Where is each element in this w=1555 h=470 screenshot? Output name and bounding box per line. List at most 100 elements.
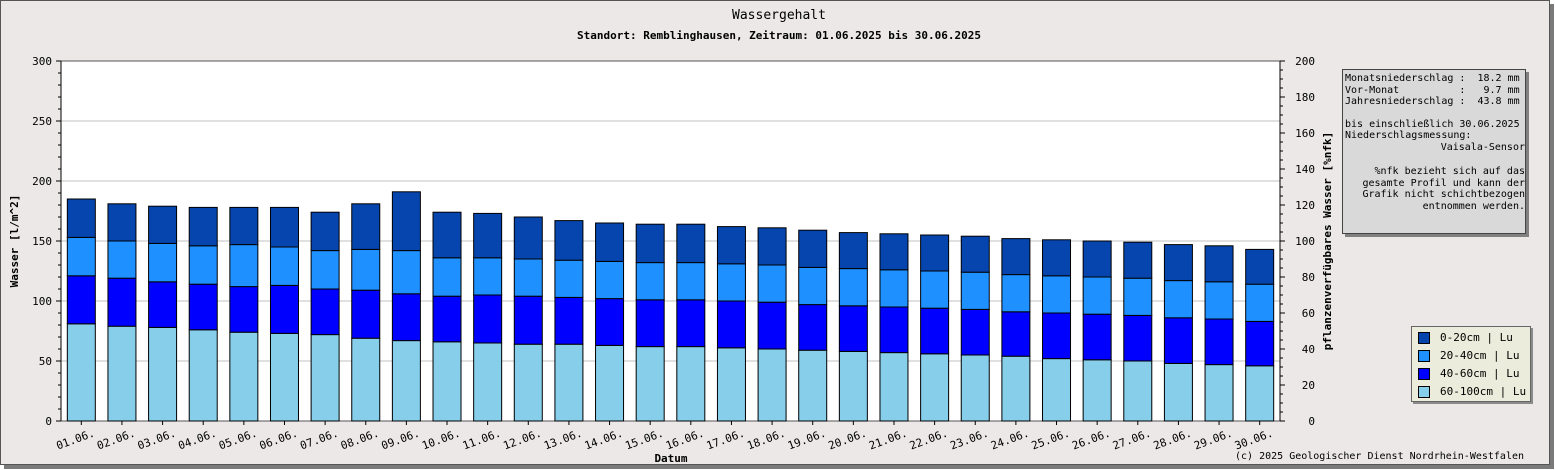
bar-segment — [595, 298, 625, 346]
x-tick-label: 13.06. — [542, 427, 584, 453]
bar-segment — [838, 232, 868, 270]
bar-segment — [757, 264, 787, 303]
bar-segment — [838, 350, 868, 422]
y-tick-label-right: 140 — [1295, 163, 1315, 176]
bar-segment — [554, 296, 584, 345]
bar-segment — [66, 198, 96, 238]
bar-segment — [879, 306, 909, 354]
bar-segment — [554, 220, 584, 261]
x-tick-label: 05.06. — [217, 427, 259, 453]
bar-segment — [920, 353, 950, 422]
bar-segment — [391, 191, 421, 252]
bar-segment — [432, 257, 462, 297]
x-tick-label: 24.06. — [989, 427, 1031, 453]
legend-swatch — [1418, 350, 1430, 362]
bar-segment — [960, 271, 990, 310]
bar-segment — [229, 286, 259, 333]
bar-segment — [66, 236, 96, 277]
x-tick-label: 09.06. — [380, 427, 422, 453]
bar-segment — [920, 307, 950, 355]
info-sensor: Vaisala-Sensor — [1440, 141, 1525, 153]
bar-segment — [310, 250, 340, 290]
x-tick-label: 18.06. — [745, 427, 787, 453]
x-tick-label: 15.06. — [623, 427, 665, 453]
bar-segment — [1001, 355, 1031, 422]
bar-segment — [148, 205, 178, 244]
bar-segment — [1082, 276, 1112, 315]
x-axis-title: Datum — [654, 452, 687, 464]
bar-segment — [554, 343, 584, 422]
bar-segment — [1042, 358, 1072, 422]
bar-segment — [310, 211, 340, 252]
x-tick-label: 02.06. — [95, 427, 137, 453]
bar-segment — [1001, 311, 1031, 357]
bar-segment — [716, 300, 746, 349]
legend-label: 20-40cm | Lu — [1440, 349, 1520, 362]
bar-segment — [1245, 248, 1275, 285]
bar-segment — [595, 260, 625, 300]
bar-segment — [1245, 365, 1275, 422]
bar-segment — [473, 342, 503, 422]
x-tick-label: 17.06. — [705, 427, 747, 453]
y-tick-label-right: 200 — [1295, 55, 1315, 68]
bar-segment — [1082, 240, 1112, 278]
x-tick-label: 30.06. — [1233, 427, 1275, 453]
legend-swatch — [1418, 386, 1430, 398]
x-tick-label: 29.06. — [1192, 427, 1234, 453]
x-tick-label: 26.06. — [1070, 427, 1112, 453]
y-tick-label-right: 40 — [1302, 343, 1315, 356]
y-tick-label-left: 250 — [32, 115, 52, 128]
x-tick-label: 19.06. — [786, 427, 828, 453]
bar-segment — [351, 337, 381, 422]
bar-segment — [432, 341, 462, 422]
bar-segment — [838, 268, 868, 307]
bar-segment — [269, 284, 299, 334]
y-tick-label-right: 120 — [1295, 199, 1315, 212]
y-tick-label-right: 20 — [1302, 379, 1315, 392]
y-tick-label-left: 300 — [32, 55, 52, 68]
legend-label: 40-60cm | Lu — [1440, 367, 1520, 380]
x-tick-label: 20.06. — [827, 427, 869, 453]
info-line-prev-month: Vor-Monat : 9.7 mm — [1345, 84, 1520, 96]
x-tick-label: 28.06. — [1152, 427, 1194, 453]
bar-segment — [716, 347, 746, 422]
bar-segment — [107, 240, 137, 279]
bar-segment — [148, 326, 178, 422]
bar-segment — [432, 211, 462, 259]
chart-subtitle: Standort: Remblinghausen, Zeitraum: 01.0… — [577, 29, 981, 42]
y-tick-label-left: 100 — [32, 295, 52, 308]
info-line-year: Jahresniederschlag : 43.8 mm — [1345, 96, 1520, 107]
bar-segment — [107, 325, 137, 422]
x-tick-label: 25.06. — [1030, 427, 1072, 453]
x-tick-label: 14.06. — [583, 427, 625, 453]
bar-segment — [513, 258, 543, 297]
y-tick-label-left: 0 — [45, 415, 52, 428]
bar-segment — [595, 222, 625, 262]
bar-segment — [960, 354, 990, 422]
bar-segment — [513, 343, 543, 422]
x-tick-label: 27.06. — [1111, 427, 1153, 453]
bar-segment — [229, 244, 259, 288]
y-tick-label-right: 180 — [1295, 91, 1315, 104]
bar-segment — [473, 212, 503, 259]
y-tick-label-right: 0 — [1308, 415, 1315, 428]
bar-segment — [1245, 320, 1275, 367]
bar-segment — [1042, 275, 1072, 314]
y-tick-label-left: 200 — [32, 175, 52, 188]
y-tick-label-right: 80 — [1302, 271, 1315, 284]
info-period: bis einschließlich 30.06.2025 — [1345, 118, 1520, 130]
x-tick-label: 06.06. — [258, 427, 300, 453]
bar-segment — [676, 262, 706, 301]
y-tick-label-right: 160 — [1295, 127, 1315, 140]
chart-title: Wassergehalt — [732, 8, 826, 23]
bar-segment — [798, 229, 828, 268]
bar-segment — [676, 223, 706, 264]
bar-segment — [838, 305, 868, 352]
bar-segment — [798, 349, 828, 422]
legend-swatch — [1418, 332, 1430, 344]
info-note: %nfk bezieht sich auf das gesamte Profil… — [1362, 166, 1525, 212]
bar-segment — [188, 283, 218, 331]
bar-segment — [229, 206, 259, 246]
bar-segment — [391, 293, 421, 342]
